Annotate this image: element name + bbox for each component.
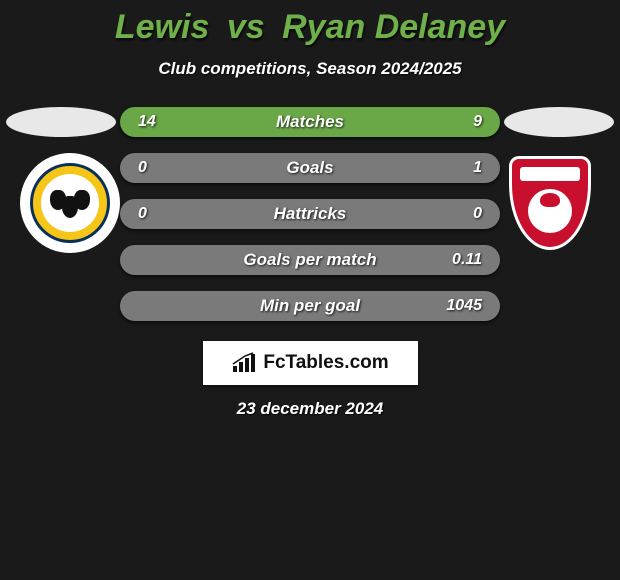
- right-ellipse-icon: [504, 107, 614, 137]
- title: Lewis vs Ryan Delaney: [0, 8, 620, 47]
- date-text: 23 december 2024: [0, 399, 620, 419]
- left-club-badge-icon: [20, 153, 120, 253]
- stat-right-value: 1: [473, 159, 482, 177]
- stat-right-value: 1045: [446, 297, 482, 315]
- logo-text: FcTables.com: [263, 352, 388, 374]
- bar-chart-icon: [231, 352, 257, 374]
- content-area: 14 Matches 9 0 Goals 1 0 Hattricks 0 Goa…: [0, 103, 620, 419]
- stat-right-value: 0: [473, 205, 482, 223]
- logo-box: FcTables.com: [203, 341, 418, 385]
- stat-row-min-per-goal: Min per goal 1045: [120, 291, 500, 321]
- right-club-badge-icon: [500, 153, 600, 253]
- stat-label: Hattricks: [120, 204, 500, 224]
- stat-label: Goals per match: [120, 250, 500, 270]
- subtitle: Club competitions, Season 2024/2025: [0, 59, 620, 79]
- stat-rows: 14 Matches 9 0 Goals 1 0 Hattricks 0 Goa…: [120, 103, 500, 321]
- player1-name: Lewis: [115, 8, 209, 46]
- stat-left-value: 14: [138, 113, 156, 131]
- stat-left-value: 0: [138, 159, 147, 177]
- left-ellipse-icon: [6, 107, 116, 137]
- stat-right-value: 0.11: [452, 251, 482, 269]
- stat-row-matches: 14 Matches 9: [120, 107, 500, 137]
- stat-row-hattricks: 0 Hattricks 0: [120, 199, 500, 229]
- stat-row-goals: 0 Goals 1: [120, 153, 500, 183]
- stat-row-goals-per-match: Goals per match 0.11: [120, 245, 500, 275]
- stat-right-value: 9: [473, 113, 482, 131]
- stat-label: Matches: [120, 112, 500, 132]
- vs-text: vs: [227, 8, 265, 46]
- stat-left-value: 0: [138, 205, 147, 223]
- stat-label: Min per goal: [120, 296, 500, 316]
- infographic-container: Lewis vs Ryan Delaney Club competitions,…: [0, 0, 620, 419]
- player2-name: Ryan Delaney: [282, 8, 505, 46]
- stat-label: Goals: [120, 158, 500, 178]
